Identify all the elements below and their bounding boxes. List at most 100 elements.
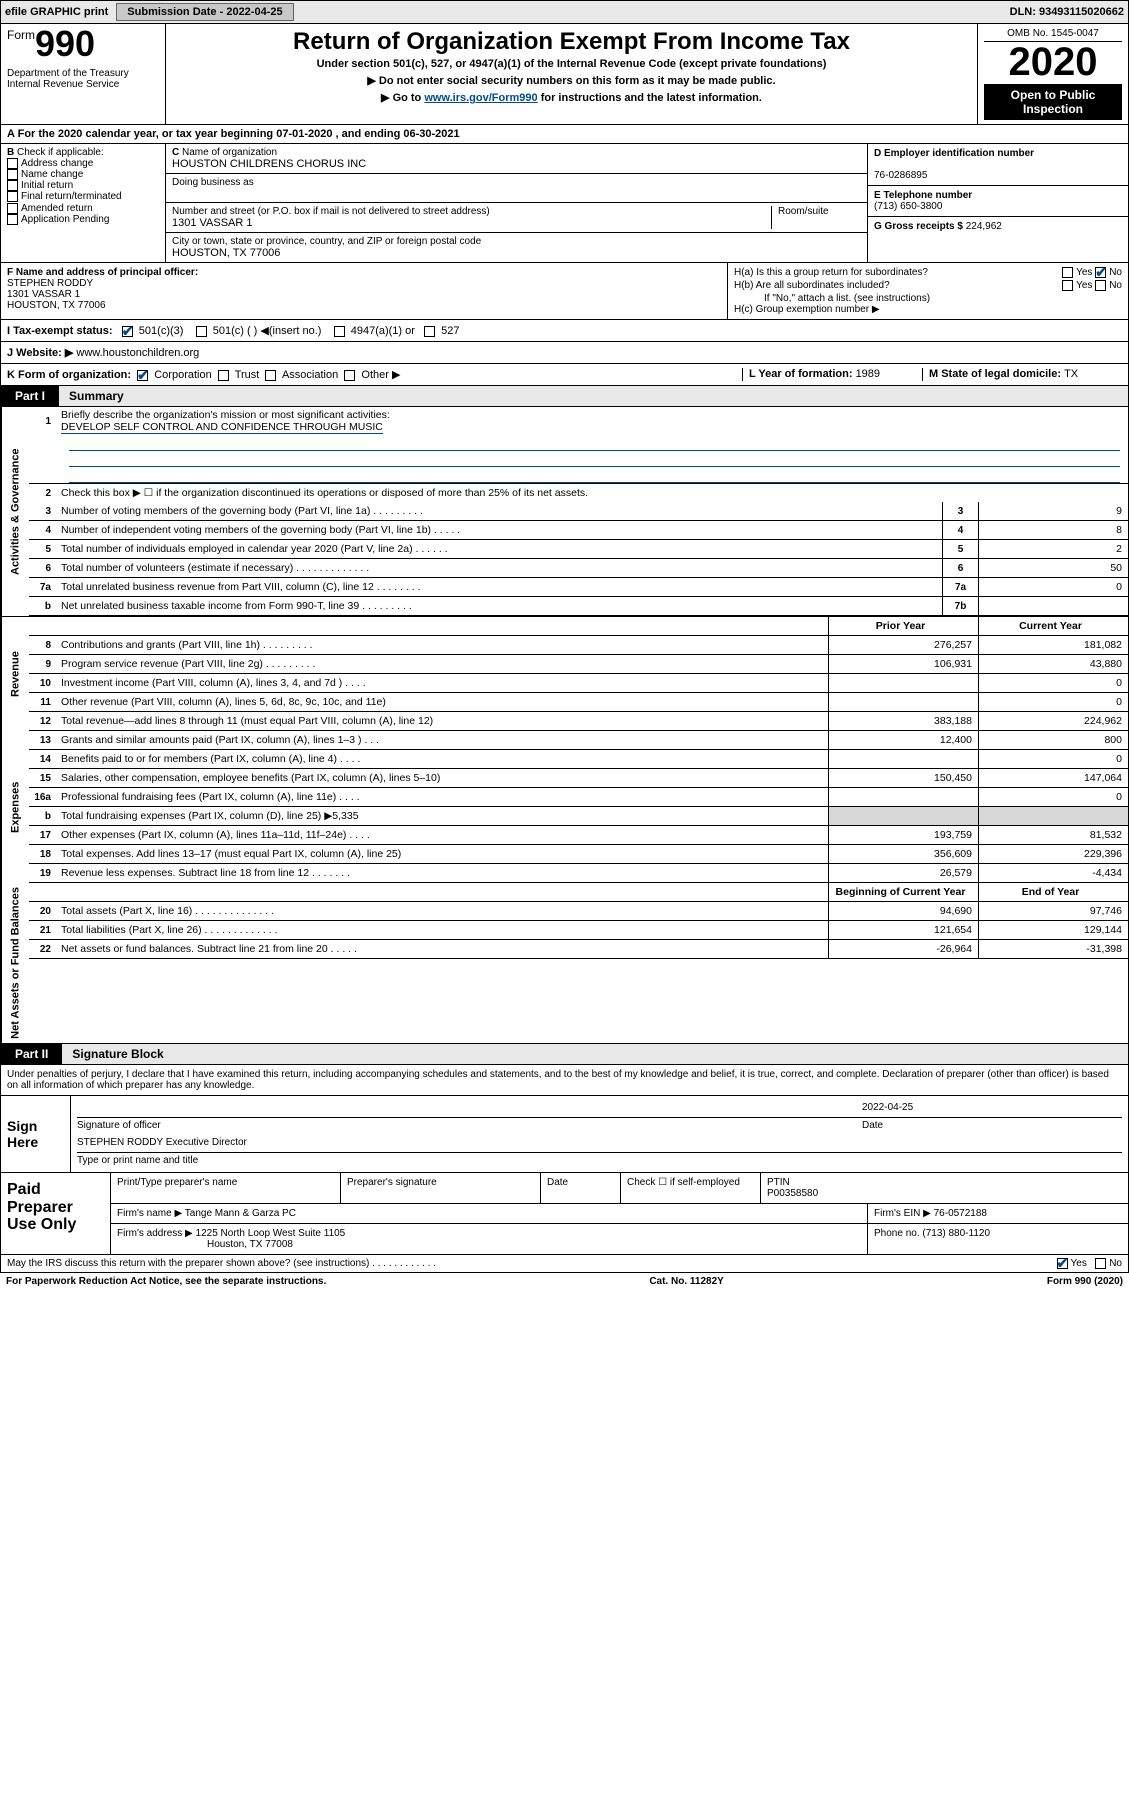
form-title: Return of Organization Exempt From Incom… [172, 28, 971, 56]
discuss-no[interactable] [1095, 1258, 1106, 1269]
table-row: 20Total assets (Part X, line 16) . . . .… [29, 902, 1128, 921]
submission-date-button[interactable]: Submission Date - 2022-04-25 [116, 3, 293, 21]
col-end: End of Year [978, 883, 1128, 901]
tax-exempt-row: I Tax-exempt status: 501(c)(3) 501(c) ( … [0, 320, 1129, 342]
sign-here-row: Sign Here 2022-04-25 Signature of office… [0, 1096, 1129, 1173]
firm-ein: 76-0572188 [934, 1208, 987, 1219]
part-i-header: Part I Summary [0, 386, 1129, 407]
status-4947[interactable] [334, 326, 345, 337]
org-city: HOUSTON, TX 77006 [172, 247, 280, 259]
checkbox-final-return[interactable]: Final return/terminated [7, 191, 159, 202]
cat-number: Cat. No. 11282Y [649, 1276, 723, 1287]
status-501c[interactable] [196, 326, 207, 337]
part-ii-header: Part II Signature Block [0, 1044, 1129, 1065]
table-row: 18Total expenses. Add lines 13–17 (must … [29, 845, 1128, 864]
table-row: 4Number of independent voting members of… [29, 521, 1128, 540]
org-association[interactable] [265, 370, 276, 381]
table-row: bTotal fundraising expenses (Part IX, co… [29, 807, 1128, 826]
checkbox-initial-return[interactable]: Initial return [7, 180, 159, 191]
col-current-year: Current Year [978, 617, 1128, 635]
box-f: F Name and address of principal officer:… [1, 263, 728, 319]
website-value: www.houstonchildren.org [76, 347, 199, 359]
org-trust[interactable] [218, 370, 229, 381]
h-a-yes[interactable] [1062, 267, 1073, 278]
efile-label: efile GRAPHIC print [5, 6, 108, 18]
open-to-public: Open to Public Inspection [984, 84, 1122, 120]
org-street: 1301 VASSAR 1 [172, 217, 253, 229]
table-row: 7aTotal unrelated business revenue from … [29, 578, 1128, 597]
form-number-cell: Form990 Department of the Treasury Inter… [1, 24, 166, 124]
revenue-section: Revenue Prior Year Current Year 8Contrib… [0, 616, 1129, 731]
sig-date: 2022-04-25 [862, 1102, 1122, 1117]
discuss-yes[interactable] [1057, 1258, 1068, 1269]
side-governance: Activities & Governance [1, 407, 29, 616]
discuss-row: May the IRS discuss this return with the… [0, 1255, 1129, 1273]
website-row: J Website: ▶ www.houstonchildren.org [0, 342, 1129, 364]
org-other[interactable] [344, 370, 355, 381]
status-501c3[interactable] [122, 326, 133, 337]
table-row: 22Net assets or fund balances. Subtract … [29, 940, 1128, 959]
side-netassets: Net Assets or Fund Balances [1, 883, 29, 1043]
year-formation: 1989 [856, 368, 880, 380]
phone-value: (713) 650-3800 [874, 201, 942, 212]
checkbox-pending[interactable]: Application Pending [7, 214, 159, 225]
checkbox-address-change[interactable]: Address change [7, 158, 159, 169]
table-row: 9Program service revenue (Part VIII, lin… [29, 655, 1128, 674]
top-toolbar: efile GRAPHIC print Submission Date - 20… [0, 0, 1129, 24]
governance-section: Activities & Governance 1 Briefly descri… [0, 407, 1129, 616]
table-row: 3Number of voting members of the governi… [29, 502, 1128, 521]
instructions-link-line: ▶ Go to www.irs.gov/Form990 for instruct… [172, 91, 971, 104]
h-b-yes[interactable] [1062, 280, 1073, 291]
col-beginning: Beginning of Current Year [828, 883, 978, 901]
h-b-no[interactable] [1095, 280, 1106, 291]
org-name: HOUSTON CHILDRENS CHORUS INC [172, 158, 366, 170]
form-title-cell: Return of Organization Exempt From Incom… [166, 24, 978, 124]
box-c: C Name of organizationHOUSTON CHILDRENS … [166, 144, 868, 262]
table-row: 21Total liabilities (Part X, line 26) . … [29, 921, 1128, 940]
status-527[interactable] [424, 326, 435, 337]
paid-preparer-row: Paid Preparer Use Only Print/Type prepar… [0, 1173, 1129, 1255]
gross-receipts: 224,962 [966, 221, 1002, 232]
table-row: 11Other revenue (Part VIII, column (A), … [29, 693, 1128, 712]
netassets-section: Net Assets or Fund Balances Beginning of… [0, 883, 1129, 1044]
dept-treasury: Department of the Treasury Internal Reve… [7, 68, 159, 90]
ptin-value: P00358580 [767, 1188, 818, 1199]
mission-blank-lines [29, 435, 1128, 483]
table-row: 6Total number of volunteers (estimate if… [29, 559, 1128, 578]
col-prior-year: Prior Year [828, 617, 978, 635]
form-version: Form 990 (2020) [1047, 1276, 1123, 1287]
table-row: 12Total revenue—add lines 8 through 11 (… [29, 712, 1128, 731]
h-a-no[interactable] [1095, 267, 1106, 278]
firm-name: Tange Mann & Garza PC [185, 1208, 296, 1219]
officer-name: STEPHEN RODDY [7, 278, 93, 289]
page-footer: For Paperwork Reduction Act Notice, see … [0, 1273, 1129, 1290]
table-row: 13Grants and similar amounts paid (Part … [29, 731, 1128, 750]
irs-link[interactable]: www.irs.gov/Form990 [424, 92, 537, 104]
checkbox-amended[interactable]: Amended return [7, 203, 159, 214]
table-row: 14Benefits paid to or for members (Part … [29, 750, 1128, 769]
year-cell: OMB No. 1545-0047 2020 Open to Public In… [978, 24, 1128, 124]
table-row: 8Contributions and grants (Part VIII, li… [29, 636, 1128, 655]
identity-block: B Check if applicable: Address change Na… [0, 144, 1129, 263]
table-row: bNet unrelated business taxable income f… [29, 597, 1128, 616]
form-header: Form990 Department of the Treasury Inter… [0, 24, 1129, 125]
table-row: 10Investment income (Part VIII, column (… [29, 674, 1128, 693]
officer-name-title: STEPHEN RODDY Executive Director [77, 1137, 1122, 1152]
table-row: 15Salaries, other compensation, employee… [29, 769, 1128, 788]
dln-display: DLN: 93493115020662 [1010, 6, 1124, 18]
org-corporation[interactable] [137, 370, 148, 381]
form-990-number: 990 [35, 23, 95, 64]
perjury-declaration: Under penalties of perjury, I declare th… [0, 1065, 1129, 1096]
box-de: D Employer identification number76-02868… [868, 144, 1128, 262]
tax-year: 2020 [984, 42, 1122, 82]
box-h: H(a) Is this a group return for subordin… [728, 263, 1128, 319]
form-subtitle: Under section 501(c), 527, or 4947(a)(1)… [172, 58, 971, 70]
table-row: 17Other expenses (Part IX, column (A), l… [29, 826, 1128, 845]
table-row: 16aProfessional fundraising fees (Part I… [29, 788, 1128, 807]
mission-text: DEVELOP SELF CONTROL AND CONFIDENCE THRO… [61, 421, 383, 434]
ein-value: 76-0286895 [874, 170, 927, 181]
table-row: 5Total number of individuals employed in… [29, 540, 1128, 559]
ssn-warning: ▶ Do not enter social security numbers o… [172, 74, 971, 87]
checkbox-name-change[interactable]: Name change [7, 169, 159, 180]
side-revenue: Revenue [1, 617, 29, 731]
